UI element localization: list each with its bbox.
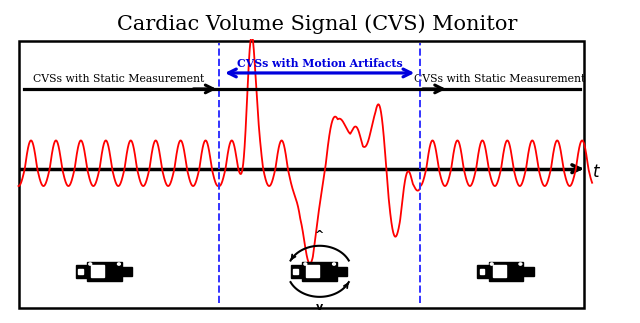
Text: t: t xyxy=(593,163,600,181)
Bar xyxy=(337,267,347,276)
Bar xyxy=(76,265,88,278)
Circle shape xyxy=(519,263,522,265)
Bar xyxy=(303,262,337,281)
Bar xyxy=(122,267,132,276)
Text: ^: ^ xyxy=(315,230,324,240)
Bar xyxy=(92,266,104,277)
Bar xyxy=(524,267,534,276)
Circle shape xyxy=(118,263,120,265)
Circle shape xyxy=(89,263,92,265)
FancyBboxPatch shape xyxy=(19,41,584,308)
Circle shape xyxy=(333,263,335,265)
Text: CVSs with Motion Artifacts: CVSs with Motion Artifacts xyxy=(237,58,403,69)
Bar xyxy=(78,269,83,274)
Text: v: v xyxy=(316,302,323,312)
Bar xyxy=(307,266,319,277)
Bar xyxy=(477,265,489,278)
Bar xyxy=(293,269,298,274)
Bar xyxy=(489,262,524,281)
Circle shape xyxy=(490,263,493,265)
Text: CVSs with Static Measurement: CVSs with Static Measurement xyxy=(414,74,586,84)
Bar xyxy=(493,266,506,277)
Bar xyxy=(480,269,484,274)
Bar xyxy=(88,262,122,281)
Title: Cardiac Volume Signal (CVS) Monitor: Cardiac Volume Signal (CVS) Monitor xyxy=(116,15,517,35)
Circle shape xyxy=(304,263,307,265)
Text: CVSs with Static Measurement: CVSs with Static Measurement xyxy=(33,74,205,84)
Bar xyxy=(291,265,303,278)
